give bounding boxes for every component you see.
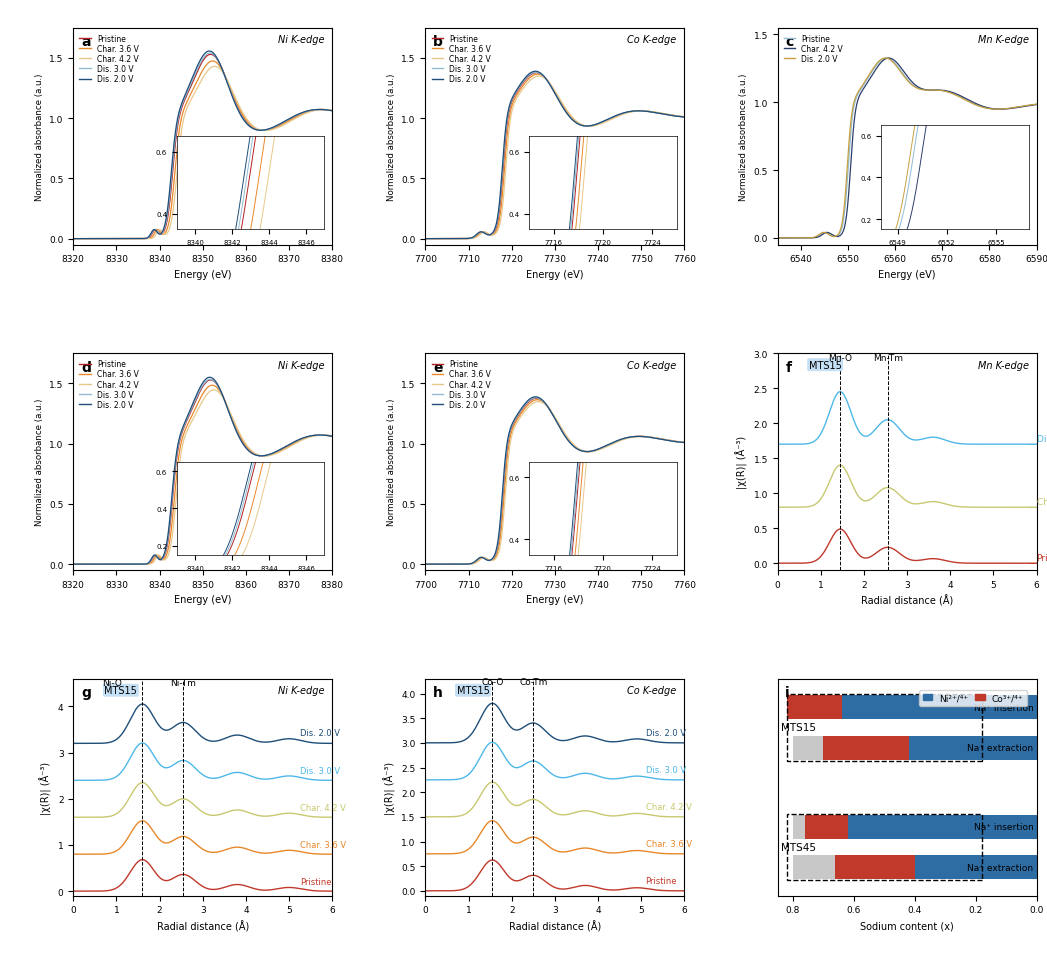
Y-axis label: |χ(R)| (Å⁻³): |χ(R)| (Å⁻³) bbox=[736, 436, 748, 489]
Text: c: c bbox=[785, 35, 794, 50]
Text: Na⁺ extraction: Na⁺ extraction bbox=[967, 863, 1033, 872]
X-axis label: Energy (eV): Energy (eV) bbox=[174, 595, 231, 605]
Text: Dis. 2.0 V: Dis. 2.0 V bbox=[299, 729, 340, 738]
Text: Char. 4.2 V: Char. 4.2 V bbox=[299, 803, 346, 812]
Legend: Pristine, Char. 3.6 V, Char. 4.2 V, Dis. 3.0 V, Dis. 2.0 V: Pristine, Char. 3.6 V, Char. 4.2 V, Dis.… bbox=[429, 357, 493, 412]
Bar bbox=[848, 815, 1037, 839]
Text: i: i bbox=[785, 685, 790, 700]
Y-axis label: Normalized absorbance (a.u.): Normalized absorbance (a.u.) bbox=[386, 398, 396, 526]
Text: Ni K-edge: Ni K-edge bbox=[277, 685, 325, 696]
Text: Char. 3.6 V: Char. 3.6 V bbox=[646, 840, 692, 848]
Text: Co K-edge: Co K-edge bbox=[627, 360, 676, 371]
Y-axis label: Normalized absorbance (a.u.): Normalized absorbance (a.u.) bbox=[35, 398, 44, 526]
X-axis label: Radial distance (Å): Radial distance (Å) bbox=[157, 920, 249, 931]
Text: Co-O: Co-O bbox=[482, 678, 504, 686]
Text: Mn K-edge: Mn K-edge bbox=[978, 35, 1029, 45]
Bar bbox=[909, 737, 1037, 760]
Text: Pristine: Pristine bbox=[1037, 554, 1047, 562]
Bar bbox=[836, 856, 915, 880]
Y-axis label: |χ(R)| (Å⁻³): |χ(R)| (Å⁻³) bbox=[40, 760, 52, 814]
Text: Mn-O: Mn-O bbox=[828, 354, 852, 362]
Text: Ni-Tm: Ni-Tm bbox=[171, 679, 196, 687]
Bar bbox=[793, 696, 1037, 720]
Bar bbox=[805, 815, 848, 839]
Text: Dis. 3.0 V: Dis. 3.0 V bbox=[646, 765, 686, 774]
Legend: Pristine, Char. 4.2 V, Dis. 2.0 V: Pristine, Char. 4.2 V, Dis. 2.0 V bbox=[781, 32, 845, 67]
Bar bbox=[793, 737, 1037, 760]
Text: Co-Tm: Co-Tm bbox=[519, 678, 548, 686]
Text: Ni K-edge: Ni K-edge bbox=[277, 35, 325, 45]
Text: MTS15: MTS15 bbox=[456, 685, 489, 696]
Text: g: g bbox=[81, 685, 91, 700]
X-axis label: Radial distance (Å): Radial distance (Å) bbox=[861, 595, 953, 606]
Text: Co K-edge: Co K-edge bbox=[627, 685, 676, 696]
Text: Char. 4.2 V: Char. 4.2 V bbox=[646, 802, 691, 811]
X-axis label: Energy (eV): Energy (eV) bbox=[527, 595, 583, 605]
Text: a: a bbox=[81, 35, 90, 50]
Text: Pristine: Pristine bbox=[299, 877, 331, 886]
Text: Dis. 3.0 V: Dis. 3.0 V bbox=[299, 766, 340, 775]
Text: Char. 3.6 V: Char. 3.6 V bbox=[299, 840, 346, 849]
Text: Co K-edge: Co K-edge bbox=[627, 35, 676, 45]
Y-axis label: Normalized absorbance (a.u.): Normalized absorbance (a.u.) bbox=[386, 73, 396, 201]
X-axis label: Sodium content (x): Sodium content (x) bbox=[861, 920, 954, 930]
Text: e: e bbox=[433, 360, 443, 375]
Text: h: h bbox=[433, 685, 443, 700]
Text: Ni-O: Ni-O bbox=[103, 679, 122, 687]
X-axis label: Energy (eV): Energy (eV) bbox=[174, 270, 231, 279]
Text: MTS45: MTS45 bbox=[781, 841, 816, 852]
Bar bbox=[823, 737, 909, 760]
Text: Pristine: Pristine bbox=[646, 877, 677, 885]
Y-axis label: |χ(R)| (Å⁻³): |χ(R)| (Å⁻³) bbox=[383, 760, 396, 814]
Legend: Pristine, Char. 3.6 V, Char. 4.2 V, Dis. 3.0 V, Dis. 2.0 V: Pristine, Char. 3.6 V, Char. 4.2 V, Dis.… bbox=[429, 32, 493, 87]
Text: Dis. 2.0 V: Dis. 2.0 V bbox=[646, 728, 686, 737]
Text: Dis. 2.0 V: Dis. 2.0 V bbox=[1037, 435, 1047, 443]
Bar bbox=[915, 856, 1037, 880]
Text: Ni K-edge: Ni K-edge bbox=[277, 360, 325, 371]
Y-axis label: Normalized absorbance (a.u.): Normalized absorbance (a.u.) bbox=[35, 73, 44, 201]
Text: b: b bbox=[433, 35, 443, 50]
Bar bbox=[793, 856, 1037, 880]
Text: MTS15: MTS15 bbox=[105, 685, 137, 696]
Text: Char. 4.2 V: Char. 4.2 V bbox=[1037, 497, 1047, 507]
Text: MTS15: MTS15 bbox=[808, 360, 842, 371]
Text: Na⁺ extraction: Na⁺ extraction bbox=[967, 743, 1033, 753]
Text: f: f bbox=[785, 360, 792, 375]
Bar bbox=[786, 696, 842, 720]
Y-axis label: Normalized absorbance (a.u.): Normalized absorbance (a.u.) bbox=[739, 73, 748, 201]
Text: Na⁺ insertion: Na⁺ insertion bbox=[974, 822, 1033, 831]
Text: MTS15: MTS15 bbox=[781, 722, 816, 733]
Bar bbox=[842, 696, 1037, 720]
Bar bbox=[793, 815, 1037, 839]
Legend: Pristine, Char. 3.6 V, Char. 4.2 V, Dis. 3.0 V, Dis. 2.0 V: Pristine, Char. 3.6 V, Char. 4.2 V, Dis.… bbox=[77, 357, 141, 412]
X-axis label: Radial distance (Å): Radial distance (Å) bbox=[509, 920, 601, 931]
Text: Mn-Tm: Mn-Tm bbox=[872, 354, 903, 362]
Text: Na⁺ insertion: Na⁺ insertion bbox=[974, 702, 1033, 712]
X-axis label: Energy (eV): Energy (eV) bbox=[878, 270, 936, 279]
Text: d: d bbox=[81, 360, 91, 375]
X-axis label: Energy (eV): Energy (eV) bbox=[527, 270, 583, 279]
Text: Mn K-edge: Mn K-edge bbox=[978, 360, 1029, 371]
Legend: Pristine, Char. 3.6 V, Char. 4.2 V, Dis. 3.0 V, Dis. 2.0 V: Pristine, Char. 3.6 V, Char. 4.2 V, Dis.… bbox=[77, 32, 141, 87]
Legend: Ni²⁺/⁴⁺, Co³⁺/⁴⁺: Ni²⁺/⁴⁺, Co³⁺/⁴⁺ bbox=[919, 690, 1027, 706]
